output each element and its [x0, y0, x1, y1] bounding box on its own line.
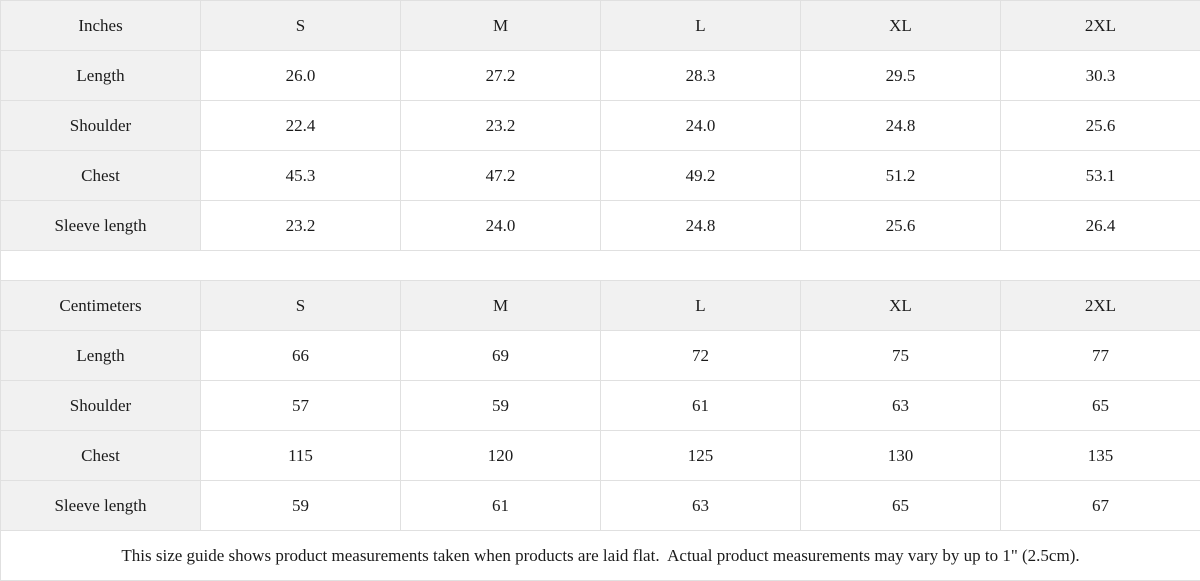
size-column-header: M [401, 281, 601, 331]
size-column-header: 2XL [1001, 1, 1200, 51]
row-label-cell: Shoulder [1, 101, 201, 151]
table-row: Sleeve length 23.2 24.0 24.8 25.6 26.4 [1, 201, 1200, 251]
value-cell: 57 [201, 381, 401, 431]
table-row: Shoulder 57 59 61 63 65 [1, 381, 1200, 431]
row-label-cell: Sleeve length [1, 481, 201, 531]
value-cell: 125 [601, 431, 801, 481]
value-cell: 63 [601, 481, 801, 531]
unit-header-cell: Centimeters [1, 281, 201, 331]
row-label-cell: Length [1, 51, 201, 101]
value-cell: 51.2 [801, 151, 1001, 201]
value-cell: 26.0 [201, 51, 401, 101]
value-cell: 45.3 [201, 151, 401, 201]
value-cell: 59 [401, 381, 601, 431]
value-cell: 24.8 [601, 201, 801, 251]
value-cell: 61 [401, 481, 601, 531]
table-separator-row [1, 251, 1200, 281]
value-cell: 53.1 [1001, 151, 1200, 201]
value-cell: 75 [801, 331, 1001, 381]
value-cell: 49.2 [601, 151, 801, 201]
size-column-header: L [601, 1, 801, 51]
table-row: Chest 115 120 125 130 135 [1, 431, 1200, 481]
unit-header-row-inches: Inches S M L XL 2XL [1, 1, 1200, 51]
value-cell: 30.3 [1001, 51, 1200, 101]
value-cell: 130 [801, 431, 1001, 481]
value-cell: 25.6 [1001, 101, 1200, 151]
value-cell: 115 [201, 431, 401, 481]
row-label-cell: Chest [1, 151, 201, 201]
size-column-header: M [401, 1, 601, 51]
value-cell: 26.4 [1001, 201, 1200, 251]
value-cell: 65 [801, 481, 1001, 531]
value-cell: 135 [1001, 431, 1200, 481]
value-cell: 67 [1001, 481, 1200, 531]
value-cell: 29.5 [801, 51, 1001, 101]
value-cell: 120 [401, 431, 601, 481]
table-row: Sleeve length 59 61 63 65 67 [1, 481, 1200, 531]
value-cell: 23.2 [201, 201, 401, 251]
value-cell: 65 [1001, 381, 1200, 431]
value-cell: 27.2 [401, 51, 601, 101]
footer-note: This size guide shows product measuremen… [1, 531, 1200, 581]
value-cell: 25.6 [801, 201, 1001, 251]
value-cell: 22.4 [201, 101, 401, 151]
value-cell: 24.0 [401, 201, 601, 251]
value-cell: 77 [1001, 331, 1200, 381]
size-column-header: S [201, 1, 401, 51]
size-column-header: XL [801, 281, 1001, 331]
table-separator [1, 251, 1200, 281]
value-cell: 47.2 [401, 151, 601, 201]
row-label-cell: Length [1, 331, 201, 381]
value-cell: 61 [601, 381, 801, 431]
value-cell: 66 [201, 331, 401, 381]
value-cell: 23.2 [401, 101, 601, 151]
table-row: Chest 45.3 47.2 49.2 51.2 53.1 [1, 151, 1200, 201]
unit-header-cell: Inches [1, 1, 201, 51]
size-column-header: XL [801, 1, 1001, 51]
value-cell: 63 [801, 381, 1001, 431]
size-column-header: 2XL [1001, 281, 1200, 331]
value-cell: 69 [401, 331, 601, 381]
unit-header-row-centimeters: Centimeters S M L XL 2XL [1, 281, 1200, 331]
table-row: Length 26.0 27.2 28.3 29.5 30.3 [1, 51, 1200, 101]
table-row: Length 66 69 72 75 77 [1, 331, 1200, 381]
footer-row: This size guide shows product measuremen… [1, 531, 1200, 581]
value-cell: 24.0 [601, 101, 801, 151]
size-column-header: S [201, 281, 401, 331]
value-cell: 59 [201, 481, 401, 531]
row-label-cell: Chest [1, 431, 201, 481]
value-cell: 72 [601, 331, 801, 381]
size-column-header: L [601, 281, 801, 331]
row-label-cell: Shoulder [1, 381, 201, 431]
row-label-cell: Sleeve length [1, 201, 201, 251]
table-row: Shoulder 22.4 23.2 24.0 24.8 25.6 [1, 101, 1200, 151]
value-cell: 28.3 [601, 51, 801, 101]
value-cell: 24.8 [801, 101, 1001, 151]
